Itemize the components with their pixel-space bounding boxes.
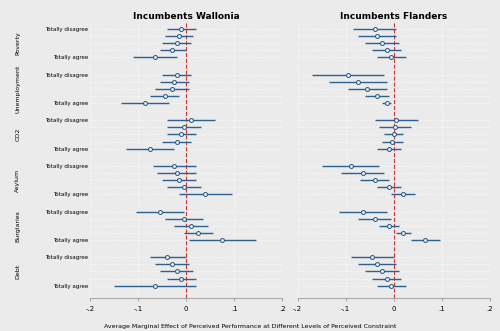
Text: CO2: CO2 [16, 128, 20, 141]
Text: Average Marginal Effect of Perceived Performance at Different Levels of Perceive: Average Marginal Effect of Perceived Per… [104, 324, 396, 329]
Text: Unemployment: Unemployment [16, 65, 20, 113]
Text: Burglaries: Burglaries [16, 210, 20, 242]
Text: Poverty: Poverty [16, 31, 20, 55]
Text: Debt: Debt [16, 264, 20, 279]
Title: Incumbents Wallonia: Incumbents Wallonia [133, 12, 240, 21]
Text: Asylum: Asylum [16, 168, 20, 192]
Title: Incumbents Flanders: Incumbents Flanders [340, 12, 448, 21]
